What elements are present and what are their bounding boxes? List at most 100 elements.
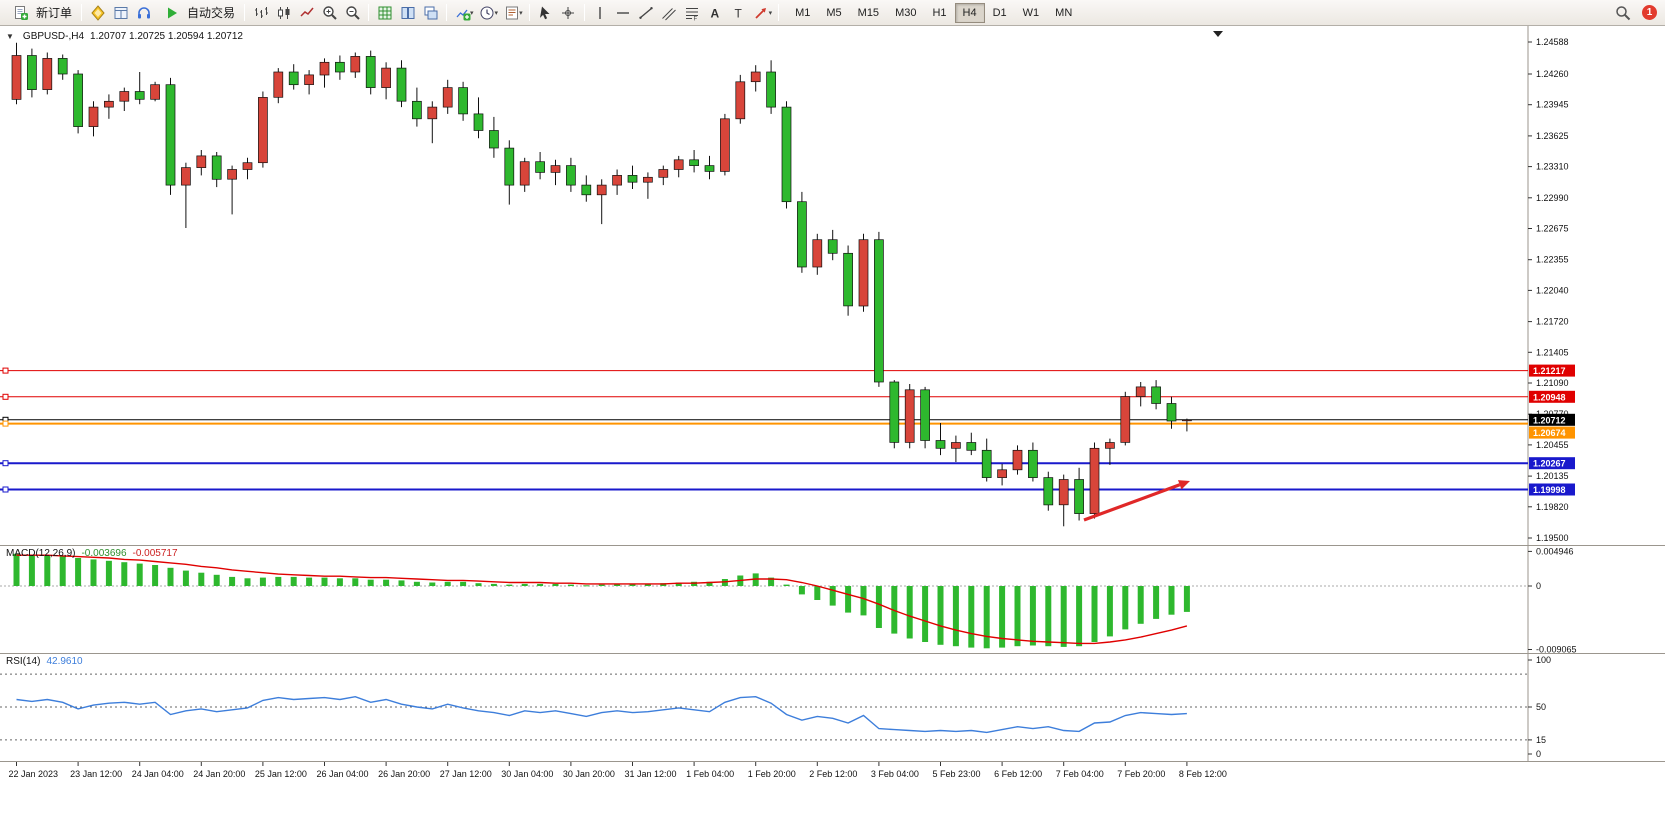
line-chart-icon[interactable]: [295, 2, 318, 23]
svg-text:1 Feb 04:00: 1 Feb 04:00: [686, 769, 734, 779]
svg-text:1.22355: 1.22355: [1536, 255, 1569, 265]
svg-text:1.19500: 1.19500: [1536, 533, 1569, 543]
draw-group: F A T ▾: [589, 2, 775, 23]
price-label: [1529, 426, 1575, 439]
svg-text:1.20712: 1.20712: [1533, 415, 1566, 425]
svg-text:31 Jan 12:00: 31 Jan 12:00: [625, 769, 677, 779]
timeframe-m30[interactable]: M30: [887, 3, 924, 23]
svg-text:30 Jan 04:00: 30 Jan 04:00: [501, 769, 553, 779]
templates-icon[interactable]: [500, 2, 523, 23]
autotrading-label: 自动交易: [187, 6, 236, 20]
svg-text:26 Jan 04:00: 26 Jan 04:00: [317, 769, 369, 779]
new-order-button[interactable]: 新订单: [4, 2, 77, 24]
play-icon: [160, 2, 183, 23]
svg-text:-0.009065: -0.009065: [1536, 645, 1577, 654]
ohlc-values: 1.20707 1.20725 1.20594 1.20712: [90, 31, 243, 42]
svg-text:8 Feb 12:00: 8 Feb 12:00: [1179, 769, 1227, 779]
dropdown-caret[interactable]: ▾: [470, 9, 474, 17]
fibonacci-icon[interactable]: F: [681, 2, 704, 23]
timeframe-mn[interactable]: MN: [1047, 3, 1080, 23]
timeframe-m5[interactable]: M5: [818, 3, 849, 23]
metaeditor-icon[interactable]: [86, 2, 109, 23]
macd-main-value: -0.003696: [81, 548, 127, 559]
zoom-in-icon[interactable]: [318, 2, 341, 23]
timeframe-group: M1 M5 M15 M30 H1 H4 D1 W1 MN: [787, 2, 1080, 23]
svg-text:F: F: [694, 16, 698, 21]
separator: [583, 4, 585, 21]
timeframe-w1[interactable]: W1: [1015, 3, 1048, 23]
dropdown-caret[interactable]: ▾: [519, 9, 523, 17]
window-group: [373, 2, 442, 23]
trendline-icon[interactable]: [635, 2, 658, 23]
vertical-line-icon[interactable]: [589, 2, 612, 23]
macd-signal-value: -0.005717: [132, 548, 178, 559]
zoom-out-icon[interactable]: [341, 2, 364, 23]
candles-series: [11, 42, 1192, 527]
rsi-panel[interactable]: 100 50 15 0: [0, 653, 1665, 761]
rsi-label: RSI(14): [6, 656, 41, 667]
svg-text:1.21720: 1.21720: [1536, 317, 1569, 327]
price-label: [1529, 483, 1575, 496]
svg-text:30 Jan 20:00: 30 Jan 20:00: [563, 769, 615, 779]
price-label: [1529, 364, 1575, 377]
svg-text:23 Jan 12:00: 23 Jan 12:00: [70, 769, 122, 779]
dropdown-caret[interactable]: ▾: [768, 9, 773, 17]
toolbar: 新订单 自动交易 ▾ ▾ ▾ F A T ▾ M1 M5 M15 M30 H1 H4 D1 W1 MN 1: [0, 0, 1665, 26]
label-icon[interactable]: T: [727, 2, 750, 23]
svg-text:1.21217: 1.21217: [1533, 366, 1566, 376]
new-order-label: 新订单: [36, 6, 73, 20]
separator: [368, 4, 370, 21]
svg-text:26 Jan 20:00: 26 Jan 20:00: [378, 769, 430, 779]
chart-shift-marker: [1213, 31, 1223, 37]
svg-text:1.23945: 1.23945: [1536, 100, 1569, 110]
price-label: [1529, 390, 1575, 403]
main-chart[interactable]: 1.24588 1.24260 1.23945 1.23625 1.23310 1.229…: [0, 26, 1665, 545]
svg-text:1.22040: 1.22040: [1536, 285, 1569, 295]
timeframe-m15[interactable]: M15: [850, 3, 887, 23]
timeframe-h4[interactable]: H4: [954, 2, 985, 23]
separator: [81, 4, 83, 21]
periods-icon[interactable]: [476, 2, 499, 23]
svg-text:1.20267: 1.20267: [1533, 459, 1566, 469]
timeframe-h1[interactable]: H1: [924, 3, 954, 23]
data-window-icon[interactable]: [109, 2, 132, 23]
timeframe-d1[interactable]: D1: [985, 3, 1015, 23]
add-indicator-icon[interactable]: [451, 2, 474, 23]
dropdown-caret[interactable]: ▾: [494, 9, 499, 17]
horizontal-line-icon[interactable]: [612, 2, 635, 23]
chevron-down-icon[interactable]: ▼: [6, 32, 14, 41]
price-scale[interactable]: [1529, 26, 1665, 761]
separator: [446, 4, 448, 21]
svg-text:50: 50: [1536, 702, 1546, 712]
svg-text:1.19820: 1.19820: [1536, 502, 1569, 512]
bar-chart-icon[interactable]: [249, 2, 272, 23]
search-icon[interactable]: [1611, 2, 1634, 23]
grid-icon[interactable]: [373, 2, 396, 23]
zoom-group: [318, 2, 364, 23]
equidistant-channel-icon[interactable]: [658, 2, 681, 23]
cascade-windows-icon[interactable]: [419, 2, 442, 23]
autotrading-button[interactable]: 自动交易: [155, 2, 240, 24]
rsi-value: 42.9610: [46, 656, 83, 667]
svg-text:1.22990: 1.22990: [1536, 193, 1569, 203]
svg-text:3 Feb 04:00: 3 Feb 04:00: [871, 769, 919, 779]
notification-badge[interactable]: 1: [1642, 5, 1657, 20]
candlestick-chart-icon[interactable]: [272, 2, 295, 23]
macd-panel[interactable]: 0.004946 0 -0.009065: [0, 545, 1665, 653]
time-axis[interactable]: 22 Jan 2023 23 Jan 12:00 24 Jan 04:00 24 Ja…: [0, 761, 1665, 787]
svg-text:A: A: [711, 6, 720, 20]
text-icon[interactable]: A: [704, 2, 727, 23]
svg-text:2 Feb 12:00: 2 Feb 12:00: [809, 769, 857, 779]
cursor-icon[interactable]: [534, 2, 557, 23]
svg-text:0: 0: [1536, 581, 1541, 591]
svg-text:22 Jan 2023: 22 Jan 2023: [9, 769, 59, 779]
arrows-icon[interactable]: [750, 2, 773, 23]
svg-text:1.21090: 1.21090: [1536, 378, 1569, 388]
tile-windows-icon[interactable]: [396, 2, 419, 23]
crosshair-icon[interactable]: [557, 2, 580, 23]
support-icon[interactable]: [132, 2, 155, 23]
svg-text:0: 0: [1536, 749, 1541, 759]
timeframe-m1[interactable]: M1: [787, 3, 818, 23]
toolbar-right: 1: [1611, 2, 1657, 23]
svg-text:1.23310: 1.23310: [1536, 162, 1569, 172]
